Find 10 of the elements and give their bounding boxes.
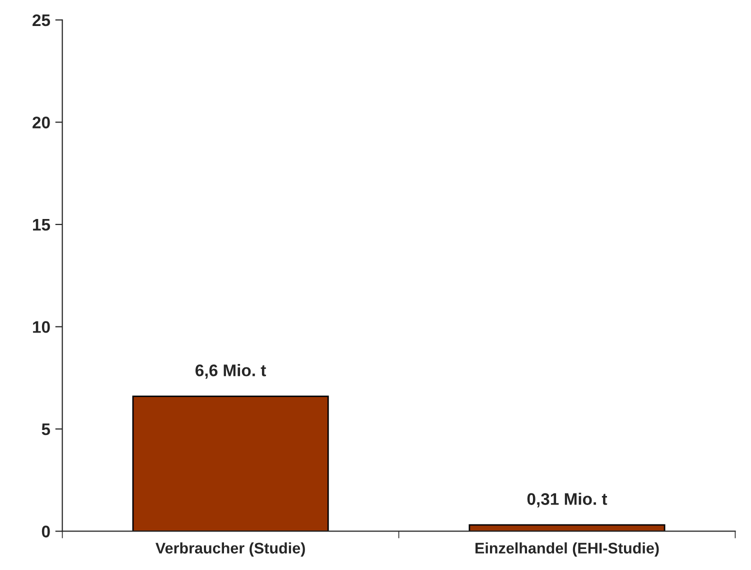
y-tick-label: 15 [33, 219, 50, 231]
y-tick-label: 0 [42, 526, 50, 538]
data-label: 6,6 Mio. t [196, 364, 266, 379]
data-label: 0,31 Mio. t [527, 492, 608, 508]
y-tick-label: 5 [42, 424, 50, 436]
x-tick-label: Verbraucher (Studie) [156, 542, 305, 557]
y-tick-label: 25 [32, 14, 50, 26]
x-tick-label: Einzelhandel (EHI-Studie) [476, 542, 659, 557]
y-tick-label: 10 [33, 321, 50, 333]
y-tick-label: 20 [32, 116, 50, 128]
